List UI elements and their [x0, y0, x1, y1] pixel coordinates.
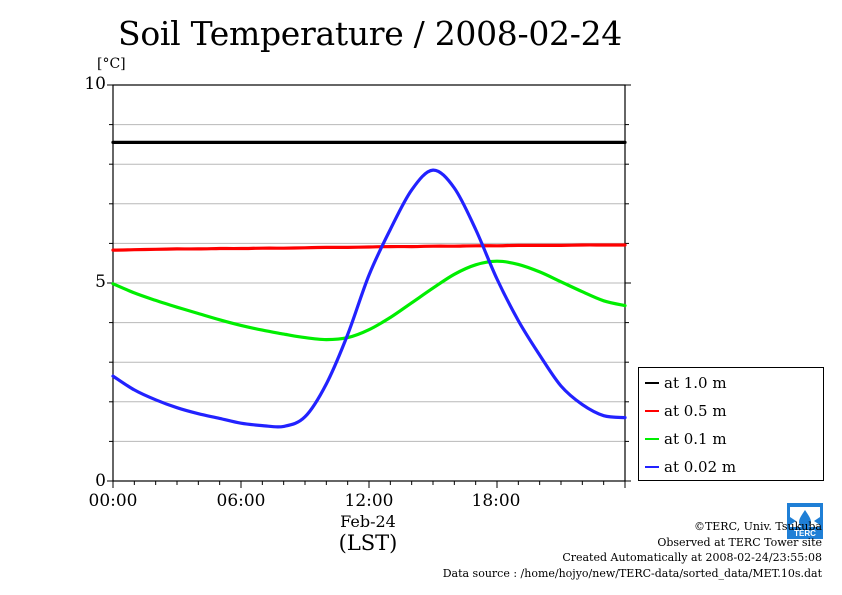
legend-swatch-0-02m — [645, 466, 659, 468]
credit-source: Data source : /home/hojyo/new/TERC-data/… — [442, 566, 822, 580]
x-axis-label: (LST) — [338, 531, 398, 555]
series-line-at-0-1-m — [111, 259, 627, 342]
x-date-label: Feb-24 — [340, 512, 396, 531]
legend-swatch-0-5m — [645, 410, 659, 412]
legend-label-1-0m: at 1.0 m — [664, 374, 727, 392]
x-tick-label-1800: 18:00 — [471, 491, 521, 511]
chart-title: Soil Temperature / 2008-02-24 — [118, 14, 622, 53]
credits: ©TERC, Univ. Tsukuba Observed at TERC To… — [443, 519, 822, 581]
series-line-at-0-5-m — [111, 243, 627, 252]
credit-created: Created Automatically at 2008-02-24/23:5… — [562, 551, 822, 564]
y-axis-unit: [°C] — [97, 56, 126, 72]
x-tick-label-0000: 00:00 — [88, 491, 138, 511]
legend-item-0-5m: at 0.5 m — [645, 401, 727, 421]
y-tick-label-5: 5 — [95, 272, 106, 292]
legend-swatch-0-1m — [645, 438, 659, 440]
terc-logo-icon: TERC — [787, 503, 823, 539]
legend-item-1-0m: at 1.0 m — [645, 373, 727, 393]
legend-label-0-02m: at 0.02 m — [664, 458, 737, 476]
y-tick-label-0: 0 — [95, 471, 106, 491]
x-tick-label-0600: 06:00 — [216, 491, 266, 511]
credit-site: Observed at TERC Tower site — [657, 535, 822, 549]
logo-text: TERC — [794, 529, 816, 538]
legend: at 1.0 m at 0.5 m at 0.1 m at 0.02 m — [638, 367, 824, 481]
y-tick-label-10: 10 — [84, 74, 106, 94]
series-line-at-0-02-m — [111, 168, 627, 429]
legend-item-0-02m: at 0.02 m — [645, 457, 736, 477]
legend-item-0-1m: at 0.1 m — [645, 429, 727, 449]
x-tick-label-1200: 12:00 — [344, 491, 394, 511]
legend-label-0-1m: at 0.1 m — [664, 430, 727, 448]
legend-label-0-5m: at 0.5 m — [664, 402, 727, 420]
credit-copyright: ©TERC, Univ. Tsukuba — [693, 520, 822, 533]
legend-swatch-1-0m — [645, 382, 659, 384]
